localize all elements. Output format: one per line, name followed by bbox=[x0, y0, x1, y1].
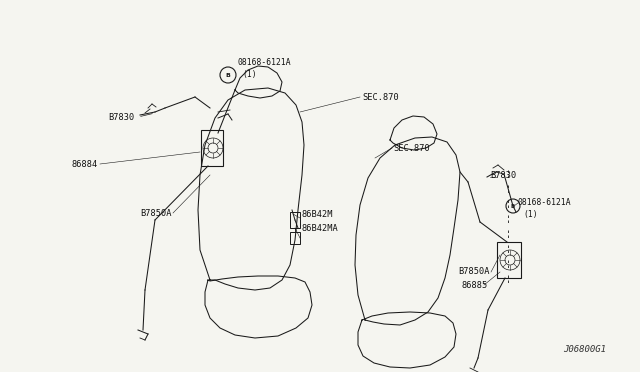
Text: J06800G1: J06800G1 bbox=[563, 346, 606, 355]
Text: (1): (1) bbox=[523, 209, 538, 218]
Text: B: B bbox=[225, 73, 230, 77]
Text: 86884: 86884 bbox=[72, 160, 99, 169]
Text: B7850A: B7850A bbox=[458, 267, 490, 276]
Text: B7830: B7830 bbox=[490, 170, 516, 180]
Text: B: B bbox=[511, 203, 515, 208]
Text: 86B42M: 86B42M bbox=[302, 209, 333, 218]
Text: SEC.870: SEC.870 bbox=[362, 93, 399, 102]
Text: 86B42MA: 86B42MA bbox=[302, 224, 339, 232]
Text: 86885: 86885 bbox=[462, 280, 488, 289]
Text: (1): (1) bbox=[242, 70, 257, 78]
Text: B7830: B7830 bbox=[108, 112, 134, 122]
Text: 08168-6121A: 08168-6121A bbox=[238, 58, 292, 67]
Text: 08168-6121A: 08168-6121A bbox=[518, 198, 572, 206]
Text: B7850A: B7850A bbox=[140, 208, 172, 218]
Text: SEC.870: SEC.870 bbox=[393, 144, 429, 153]
